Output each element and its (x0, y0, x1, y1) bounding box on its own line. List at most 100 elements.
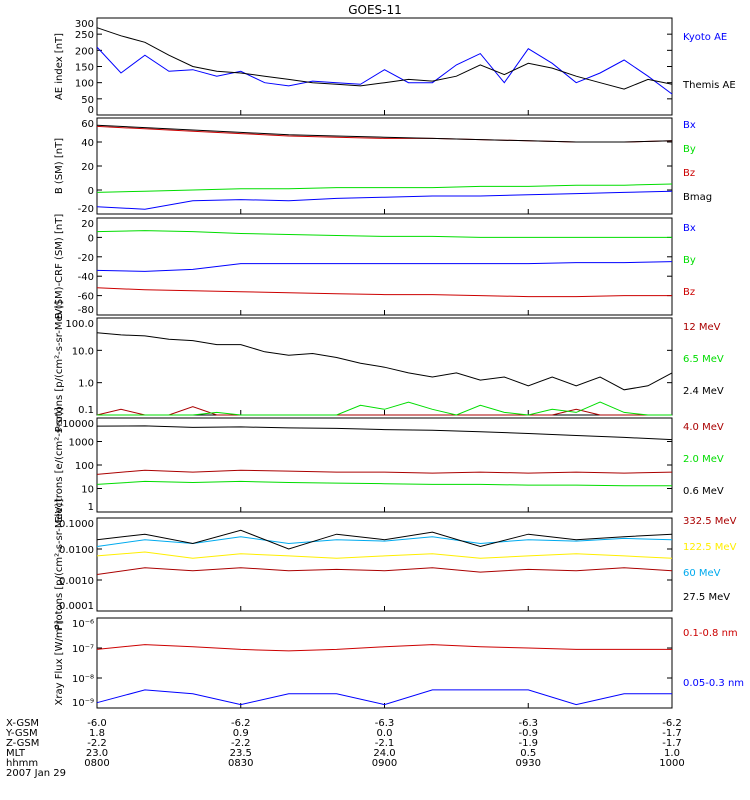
footer-value: -1.7 (662, 728, 682, 739)
series-line (96, 124, 673, 143)
series-line (96, 425, 673, 441)
panel-frame (96, 117, 673, 215)
y-tick-label: -20 (78, 204, 94, 215)
panel-frame (96, 517, 673, 612)
series-line (96, 46, 673, 95)
y-tick-label: 10000 (62, 419, 94, 430)
y-tick-label: -20 (78, 253, 94, 264)
footer-value: -6.3 (518, 718, 538, 729)
y-tick-label: 20 (81, 162, 94, 173)
legend-entry: Bmag (683, 192, 712, 203)
footer-value: -6.2 (231, 718, 251, 729)
y-tick-label: 1000 (69, 438, 94, 449)
series-line (96, 261, 673, 272)
series-line (97, 401, 672, 416)
legend-entry: 60 MeV (683, 568, 721, 579)
y-tick-label: 10⁻⁸ (72, 674, 94, 685)
legend-entry: Bz (683, 287, 695, 298)
y-tick-label: -40 (78, 272, 94, 283)
series-line (96, 689, 672, 706)
footer-value: -2.2 (87, 738, 107, 749)
series-line (96, 469, 673, 475)
footer-value: -1.7 (662, 738, 682, 749)
y-tick-label: 0 (88, 186, 94, 197)
series-line (96, 332, 673, 391)
y-axis-label: B (SM)-CRF (SM) [nT] (54, 214, 65, 320)
y-tick-label: 0 (88, 233, 94, 244)
y-tick-label: 1 (88, 502, 94, 513)
series-line (96, 230, 672, 238)
legend-entry: 0.6 MeV (683, 486, 724, 497)
legend-entry: 12 MeV (683, 322, 721, 333)
y-tick-label: 50 (81, 95, 94, 106)
footer-value: 23.0 (86, 748, 108, 759)
footer-row-label: MLT (6, 748, 26, 759)
chart-title: GOES-11 (348, 3, 402, 17)
footer-value: -0.9 (518, 728, 538, 739)
series-line (96, 125, 673, 143)
series-line (96, 406, 672, 416)
footer-value: 1000 (659, 758, 684, 769)
panel-frame (96, 17, 673, 116)
y-tick-label: 100.0 (65, 319, 94, 330)
legend-entry: 4.0 MeV (683, 422, 724, 433)
footer-value: -6.2 (662, 718, 682, 729)
footer-row-label: X-GSM (6, 718, 39, 729)
series-line (96, 190, 673, 210)
legend-entry: 332.5 MeV (683, 516, 737, 527)
panel-frame (96, 317, 673, 416)
footer-value: 1.8 (89, 728, 105, 739)
series-line (96, 551, 673, 559)
footer-value: 0930 (516, 758, 541, 769)
legend-entry: 2.0 MeV (683, 454, 724, 465)
footer-value: 0900 (372, 758, 397, 769)
legend-entry: 27.5 MeV (683, 592, 730, 603)
y-tick-label: 250 (75, 30, 94, 41)
y-tick-label: 0.0001 (59, 601, 94, 612)
footer-value: 1.0 (664, 748, 680, 759)
footer-row-label: 2007 Jan 29 (6, 768, 66, 779)
y-tick-label: 0.1000 (59, 519, 94, 530)
legend-entry: By (683, 255, 696, 266)
series-line (96, 644, 672, 652)
y-axis-label: Protons [p/(cm²-s-sr-MeV)] (54, 499, 65, 631)
legend-entry: By (683, 144, 696, 155)
series-line (96, 27, 673, 90)
legend-entry: Bz (683, 168, 695, 179)
y-tick-label: 200 (75, 46, 94, 57)
legend-entry: Bx (683, 120, 696, 131)
y-tick-label: 10.0 (72, 346, 94, 357)
footer-value: -2.1 (375, 738, 395, 749)
legend-entry: 6.5 MeV (683, 354, 724, 365)
y-tick-label: 40 (81, 138, 94, 149)
panel-2: -20 0 20 40 60 B (SM) [nT] Bx By Bz Bmag (54, 117, 712, 215)
footer-row-label: Y-GSM (5, 728, 38, 739)
series-line (96, 567, 673, 575)
legend-entry: Themis AE (682, 80, 736, 91)
y-tick-label: 10⁻⁶ (72, 619, 94, 630)
series-line (96, 287, 672, 298)
footer-value: 23.5 (230, 748, 252, 759)
y-axis-label: Electrons [e/(cm²-s-sr)] (54, 407, 65, 523)
footer-row-label: hhmm (6, 758, 38, 769)
y-tick-label: 1.0 (78, 379, 94, 390)
y-tick-label: 0.0010 (59, 576, 94, 587)
panel-frame (96, 217, 673, 316)
y-tick-label: 10 (81, 485, 94, 496)
footer-value: 0800 (84, 758, 109, 769)
y-tick-label: 60 (81, 119, 94, 130)
legend-entry: 0.1-0.8 nm (683, 628, 738, 639)
y-tick-label: 0.1 (78, 405, 94, 416)
panel-frame (96, 417, 673, 513)
panel-7: 10⁻⁹ 10⁻⁸ 10⁻⁷ 10⁻⁶ Xray Flux [W/m²] 0.1-0.8 … (54, 617, 744, 709)
y-tick-label: 150 (75, 63, 94, 74)
y-axis-label: Protons [p/(cm²-s-sr-MeV)] (54, 301, 65, 433)
y-axis-label: Xray Flux [W/m²] (54, 620, 65, 705)
series-line (96, 480, 672, 487)
y-tick-label: -60 (78, 292, 94, 303)
